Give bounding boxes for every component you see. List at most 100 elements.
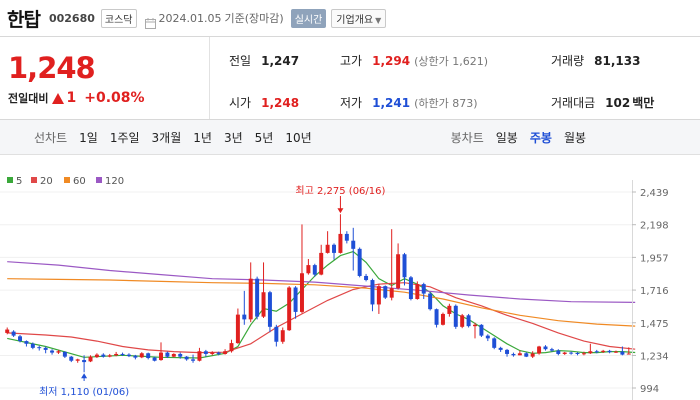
candle-body — [171, 353, 176, 357]
y-tick-label: 2,439 — [640, 188, 669, 199]
ma120-line — [7, 261, 636, 303]
candle-body — [415, 284, 420, 300]
open-value: 1,248 — [261, 96, 300, 110]
candle-body — [466, 315, 471, 327]
legend-swatch-120 — [96, 177, 102, 183]
candle-body — [203, 351, 208, 354]
quote-basis: 기준(장마감) — [224, 12, 284, 25]
chart-grid — [0, 191, 632, 389]
candle-body — [607, 350, 612, 353]
candle-body — [293, 287, 298, 312]
candle-body — [447, 305, 452, 314]
stock-header: 한탑 002680 코스닥 2024.01.05 기준(장마감) 실시간 기업개… — [0, 0, 700, 36]
current-price-box: 1,248 전일대비 1 +0.08% — [0, 37, 210, 119]
legend-swatch-60 — [64, 177, 70, 183]
candle-body — [588, 351, 593, 354]
period-1w[interactable]: 1주일 — [109, 130, 140, 145]
candle-body — [613, 351, 618, 353]
candle-daily[interactable]: 일봉 — [495, 130, 518, 145]
candle-body — [126, 354, 131, 356]
candle-body — [530, 353, 535, 357]
high-label: 고가 — [340, 54, 363, 68]
realtime-button[interactable]: 실시간 — [290, 8, 327, 28]
up-arrow-icon — [52, 92, 65, 104]
candle-body — [332, 244, 337, 253]
candles — [5, 214, 631, 373]
high-stat: 고가 1,294 (상한가 1,621) — [340, 52, 488, 69]
open-stat: 시가 1,248 — [229, 94, 299, 111]
trading-value-stat: 거래대금 102 백만 — [551, 94, 654, 111]
candle-body — [473, 324, 477, 327]
candle-body — [440, 313, 445, 325]
y-tick-label: 994 — [640, 384, 659, 395]
period-1y[interactable]: 1년 — [193, 130, 212, 145]
candle-body — [255, 278, 260, 317]
candle-body — [5, 329, 10, 333]
candle-body — [216, 352, 221, 354]
legend-label-20: 20 — [40, 176, 53, 187]
y-tick-label: 1,234 — [640, 351, 669, 362]
candle-body — [210, 352, 215, 354]
candle-body — [120, 353, 125, 355]
legend-label-120: 120 — [105, 176, 124, 187]
candle-body — [389, 288, 394, 298]
candle-body — [146, 353, 151, 359]
candle-body — [50, 350, 55, 353]
candle-body — [267, 292, 272, 327]
company-name: 한탑 — [7, 8, 41, 31]
candle-body — [485, 335, 490, 339]
candle-body — [492, 338, 497, 348]
candle-body — [75, 359, 80, 361]
candle-body — [351, 240, 356, 249]
y-tick-label: 1,475 — [640, 319, 669, 330]
candle-body — [626, 353, 631, 355]
candle-body — [191, 359, 196, 361]
period-10y[interactable]: 10년 — [285, 130, 312, 145]
candle-body — [37, 347, 42, 349]
high-annotation: 최고 2,275 (06/16) — [295, 185, 385, 197]
prev-close-label: 전일 — [229, 54, 252, 68]
moving-averages — [7, 250, 636, 359]
ma20-line — [7, 282, 636, 354]
candle-body — [408, 277, 413, 300]
change-row: 전일대비 1 +0.08% — [8, 90, 145, 106]
candle-body — [178, 353, 183, 357]
candle-weekly[interactable]: 주봉 — [529, 130, 552, 145]
candle-body — [62, 351, 67, 357]
candle-monthly[interactable]: 월봉 — [563, 130, 587, 145]
period-5y[interactable]: 5년 — [254, 130, 274, 145]
candle-body — [421, 284, 426, 294]
candle-body — [460, 315, 465, 327]
change-amount: 1 — [66, 90, 77, 106]
candle-body — [479, 324, 484, 336]
chart-area: 5 20 60 120 최고 2,275 (06/16) 최저 1,110 (01/06… — [0, 155, 700, 400]
candle-body — [556, 350, 561, 354]
candle-body — [306, 265, 311, 274]
candle-body — [505, 349, 510, 354]
period-1d[interactable]: 1일 — [79, 130, 98, 145]
chart-legend: 5 20 60 120 — [7, 176, 124, 187]
company-overview-dropdown[interactable]: 기업개요 ▼ — [331, 8, 387, 28]
period-3m[interactable]: 3개월 — [151, 130, 182, 145]
candle-body — [376, 286, 381, 305]
open-label: 시가 — [229, 96, 252, 110]
candle-body — [312, 265, 317, 275]
candle-chart-label: 봉차트 — [450, 130, 484, 145]
candle-body — [575, 353, 580, 355]
candle-body — [370, 280, 375, 305]
current-price: 1,248 — [8, 51, 96, 85]
candle-body — [357, 248, 362, 276]
candle-body — [165, 352, 170, 357]
candle-body — [569, 352, 574, 354]
candle-body — [428, 293, 433, 310]
candle-body — [524, 353, 529, 357]
high-value: 1,294 — [372, 54, 411, 68]
lower-limit: (하한가 873) — [414, 97, 478, 110]
candle-body — [498, 347, 503, 350]
candle-body — [56, 351, 61, 353]
quote-date: 2024.01.05 — [158, 11, 222, 25]
period-3y[interactable]: 3년 — [223, 130, 243, 145]
candle-body — [159, 352, 163, 361]
volume-value: 81,133 — [594, 54, 641, 68]
candle-body — [88, 356, 93, 362]
